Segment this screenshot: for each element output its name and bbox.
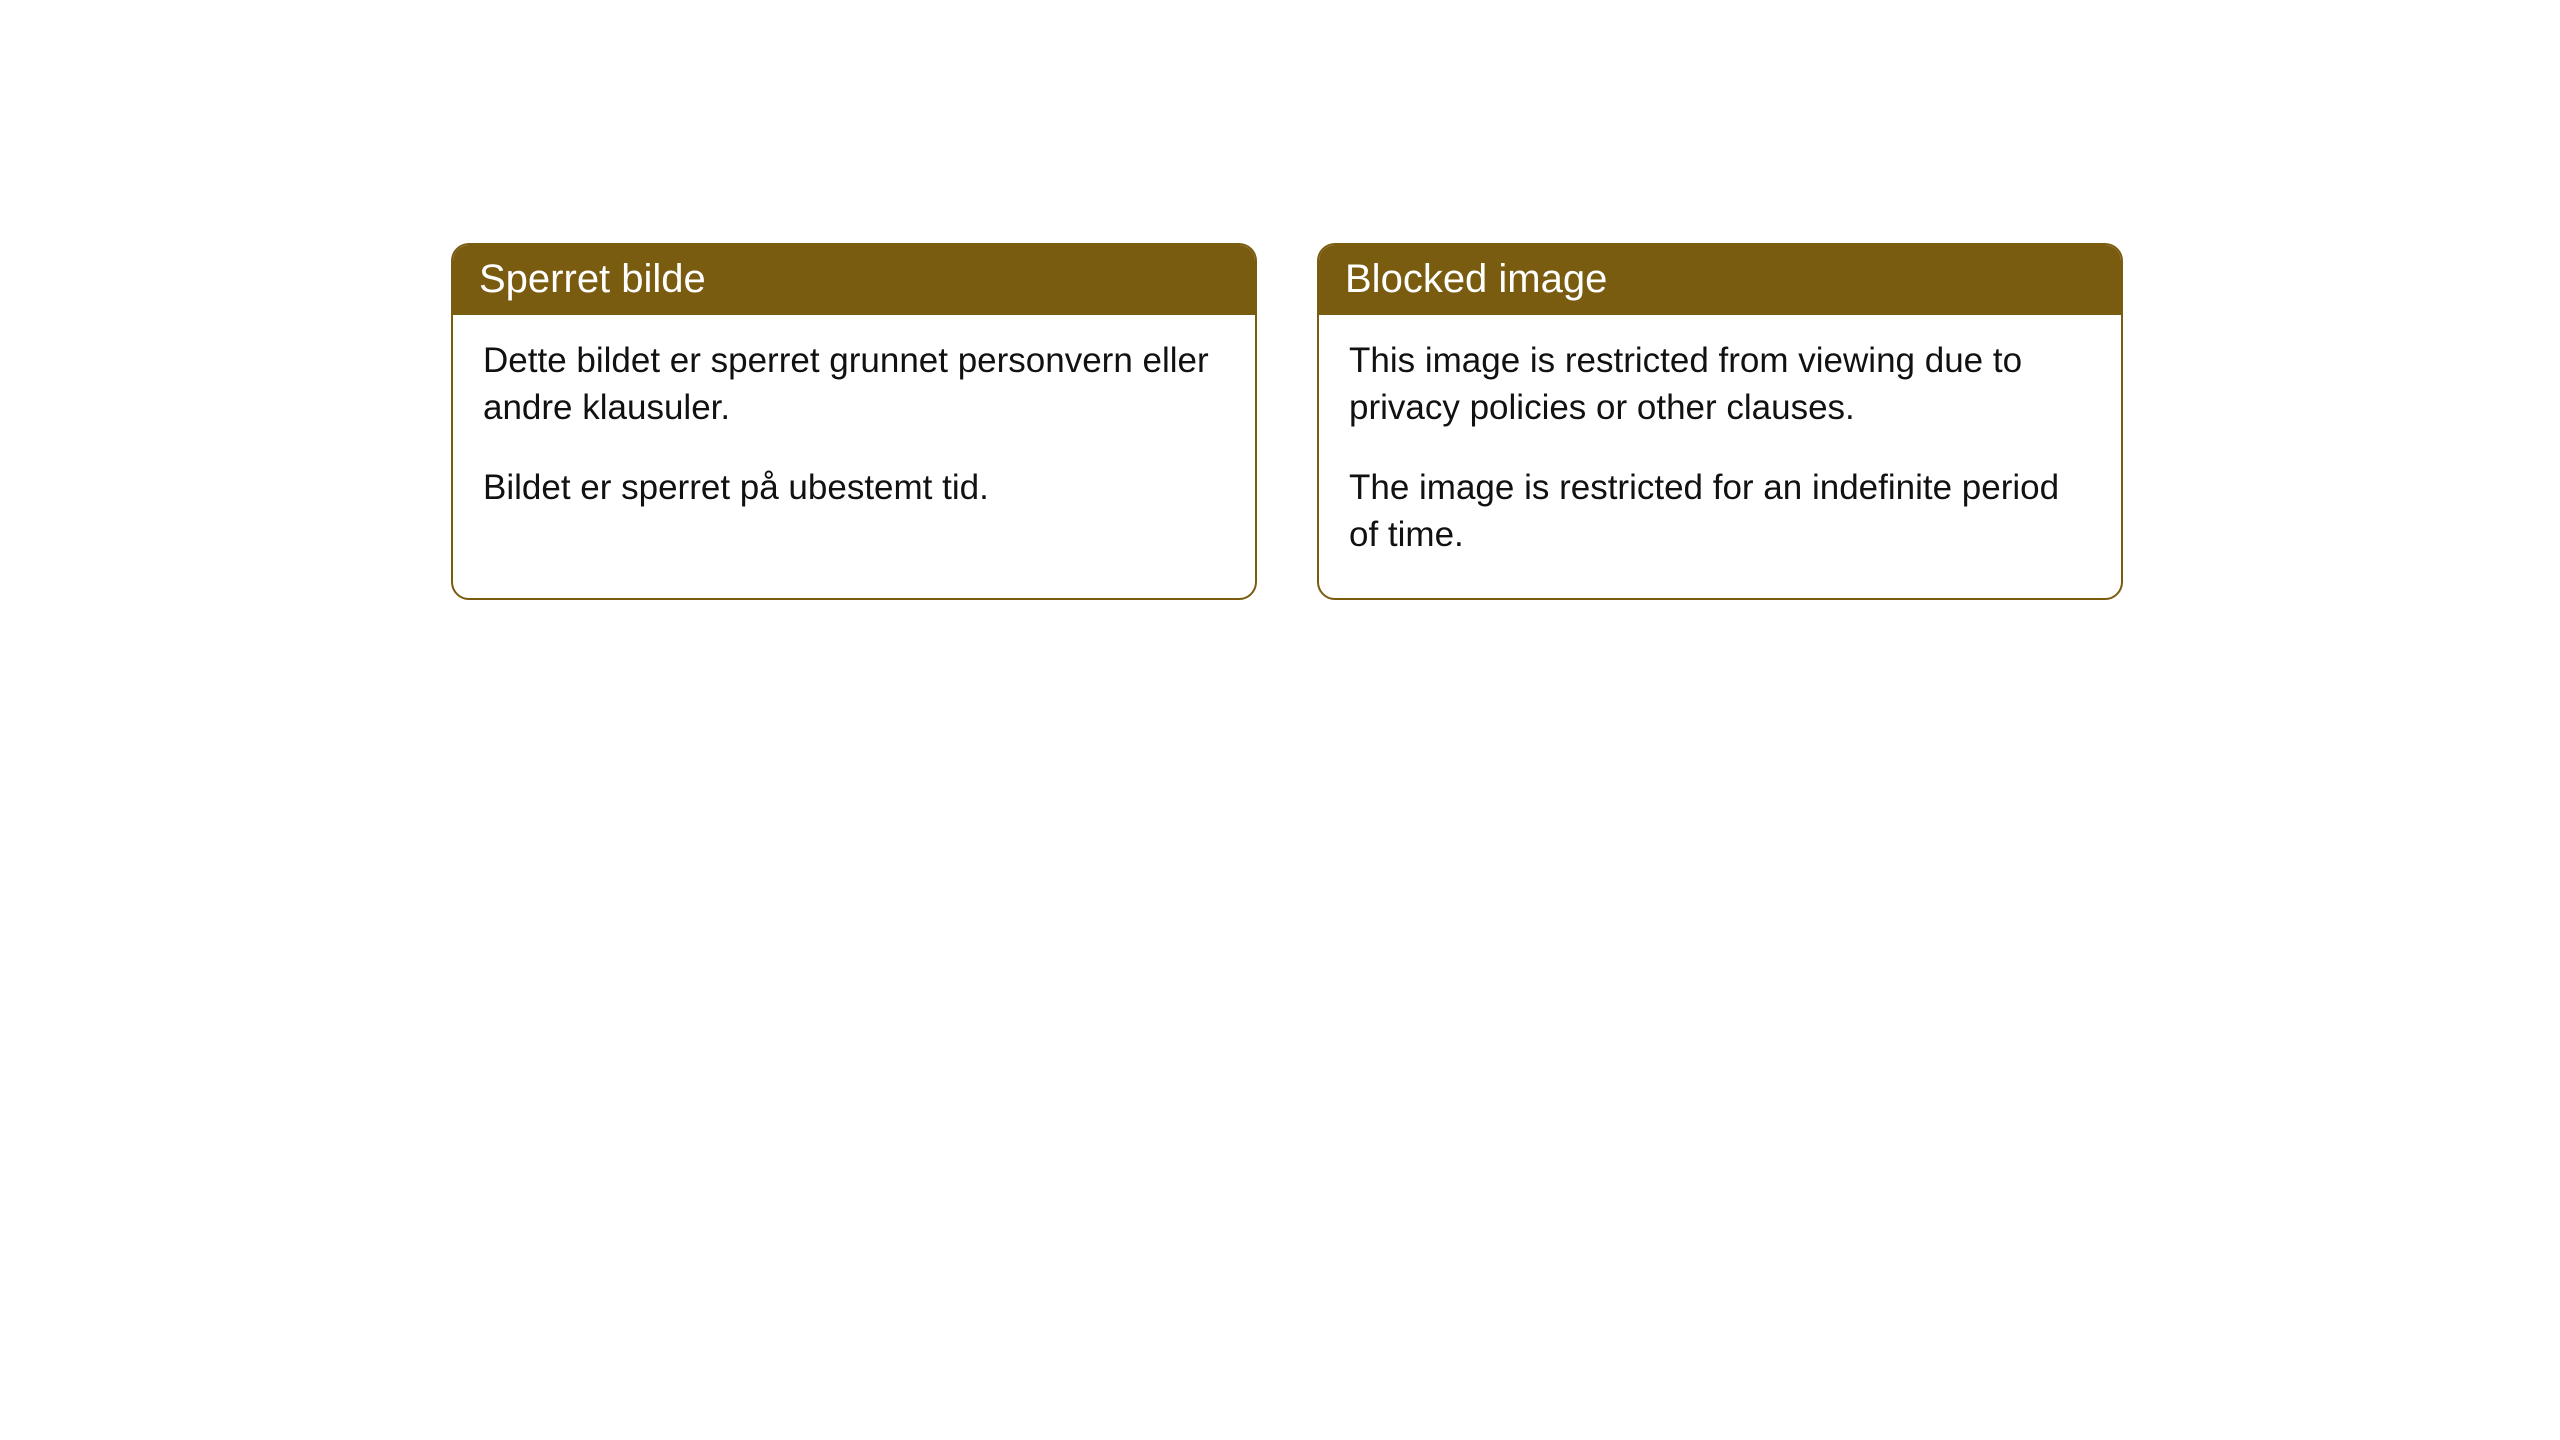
- card-title-no: Sperret bilde: [479, 257, 706, 301]
- card-title-en: Blocked image: [1345, 257, 1607, 301]
- card-blocked-en: Blocked image This image is restricted f…: [1317, 243, 2123, 600]
- card-body-en: This image is restricted from viewing du…: [1319, 315, 2121, 598]
- card-blocked-no: Sperret bilde Dette bildet er sperret gr…: [451, 243, 1257, 600]
- card-para1-en: This image is restricted from viewing du…: [1349, 337, 2091, 432]
- card-para2-no: Bildet er sperret på ubestemt tid.: [483, 464, 1225, 511]
- card-body-no: Dette bildet er sperret grunnet personve…: [453, 315, 1255, 551]
- card-para2-en: The image is restricted for an indefinit…: [1349, 464, 2091, 559]
- card-para1-no: Dette bildet er sperret grunnet personve…: [483, 337, 1225, 432]
- card-header-no: Sperret bilde: [453, 245, 1255, 315]
- cards-container: Sperret bilde Dette bildet er sperret gr…: [0, 0, 2560, 600]
- card-header-en: Blocked image: [1319, 245, 2121, 315]
